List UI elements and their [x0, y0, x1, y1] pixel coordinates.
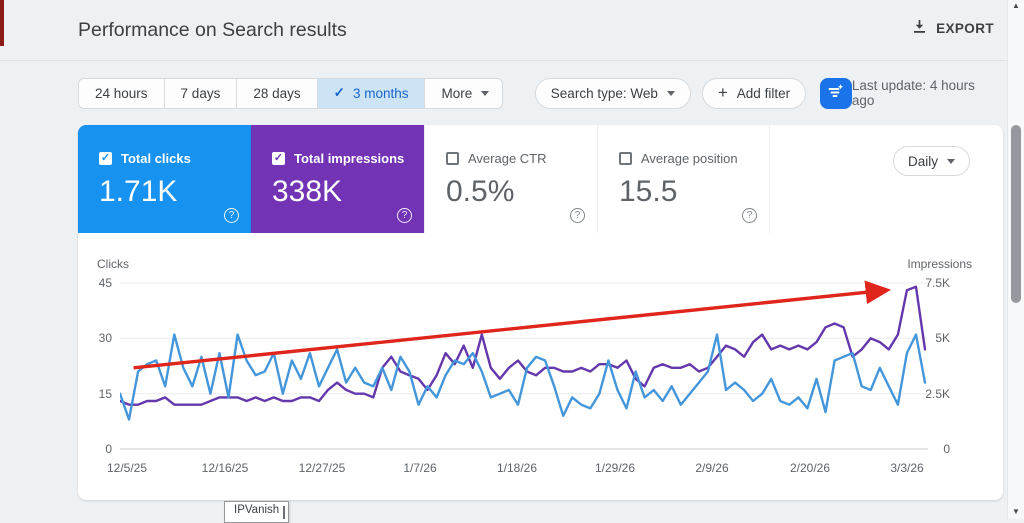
x-tick: 12/5/25 — [106, 461, 148, 475]
scrollbar[interactable]: ▲ ▼ — [1007, 0, 1024, 519]
help-icon[interactable]: ? — [742, 208, 757, 223]
header-divider — [0, 60, 1007, 61]
granularity-dropdown[interactable]: Daily — [892, 146, 970, 176]
filter-sparkle-icon — [827, 83, 844, 103]
x-tick: 3/3/26 — [890, 461, 924, 475]
x-tick: 1/18/26 — [496, 461, 538, 475]
help-icon[interactable]: ? — [397, 208, 412, 223]
scroll-down-arrow[interactable]: ▼ — [1012, 507, 1020, 516]
advanced-filter-button[interactable] — [820, 77, 852, 109]
total-impressions-value: 338K — [272, 175, 343, 208]
chevron-down-icon — [666, 90, 675, 96]
y-tick: 5K — [935, 331, 950, 345]
help-icon[interactable]: ? — [570, 208, 585, 223]
x-tick: 2/20/26 — [789, 461, 831, 475]
toolbar: 24 hours 7 days 28 days ✓ 3 months More S… — [78, 77, 1000, 109]
tab-3-months[interactable]: ✓ 3 months — [317, 78, 426, 108]
average-ctr-value: 0.5% — [446, 175, 515, 208]
chevron-down-icon — [947, 158, 955, 164]
checkbox-total-impressions[interactable]: ✓ — [272, 152, 285, 165]
tab-24-hours[interactable]: 24 hours — [79, 78, 165, 108]
tab-more[interactable]: More — [425, 79, 501, 108]
x-tick: 12/16/25 — [201, 461, 249, 475]
download-icon — [912, 19, 927, 37]
scrollbar-thumb[interactable] — [1011, 125, 1021, 303]
clicks-line — [120, 333, 927, 421]
add-filter-button[interactable]: + Add filter — [701, 77, 807, 109]
right-axis-title: Impressions — [907, 257, 972, 271]
x-tick: 2/9/26 — [695, 461, 729, 475]
y-tick: 45 — [98, 276, 112, 290]
tab-28-days[interactable]: 28 days — [237, 78, 318, 108]
x-tick: 1/29/26 — [594, 461, 636, 475]
performance-panel: ✓ Total clicks 1.71K ? ✓ Total impressio… — [78, 125, 1003, 500]
link-status-tooltip: IPVanish — [224, 501, 290, 523]
metric-card-total-impressions[interactable]: ✓ Total impressions 338K ? — [251, 125, 424, 233]
tab-7-days[interactable]: 7 days — [165, 78, 238, 108]
impressions-line — [120, 285, 927, 406]
average-position-value: 15.5 — [619, 175, 678, 208]
plus-icon: + — [717, 83, 728, 102]
metric-cards: ✓ Total clicks 1.71K ? ✓ Total impressio… — [78, 125, 1003, 233]
y-tick: 0 — [105, 442, 112, 456]
scroll-up-arrow[interactable]: ▲ — [1012, 1, 1020, 10]
date-range-tabs: 24 hours 7 days 28 days ✓ 3 months More — [78, 77, 503, 109]
checkbox-total-clicks[interactable]: ✓ — [99, 152, 112, 165]
checkbox-average-position[interactable] — [619, 152, 632, 165]
y-tick: 15 — [98, 387, 112, 401]
last-update-text: Last update: 4 hours ago — [851, 78, 975, 108]
trend-arrow — [133, 280, 892, 370]
search-type-dropdown[interactable]: Search type: Web — [534, 77, 691, 109]
y-tick: 7.5K — [925, 276, 950, 290]
total-clicks-value: 1.71K — [99, 175, 178, 208]
page-title: Performance on Search results — [78, 19, 347, 41]
gridlines — [120, 282, 928, 450]
checkbox-average-ctr[interactable] — [446, 152, 459, 165]
metric-card-total-clicks[interactable]: ✓ Total clicks 1.71K ? — [78, 125, 251, 233]
x-tick: 1/7/26 — [403, 461, 437, 475]
left-edge-marker — [0, 0, 4, 46]
left-axis-title: Clicks — [97, 257, 129, 271]
metric-card-average-ctr[interactable]: Average CTR 0.5% ? — [424, 125, 597, 233]
performance-chart[interactable] — [120, 278, 928, 456]
y-tick: 2.5K — [925, 387, 950, 401]
y-tick: 0 — [943, 442, 950, 456]
metric-card-average-position[interactable]: Average position 15.5 ? — [597, 125, 770, 233]
check-icon: ✓ — [333, 85, 345, 100]
x-tick: 12/27/25 — [298, 461, 346, 475]
tooltip-caret — [283, 506, 285, 519]
chevron-down-icon — [481, 90, 490, 96]
help-icon[interactable]: ? — [224, 208, 239, 223]
y-tick: 30 — [98, 331, 112, 345]
export-button[interactable]: EXPORT — [912, 19, 994, 37]
